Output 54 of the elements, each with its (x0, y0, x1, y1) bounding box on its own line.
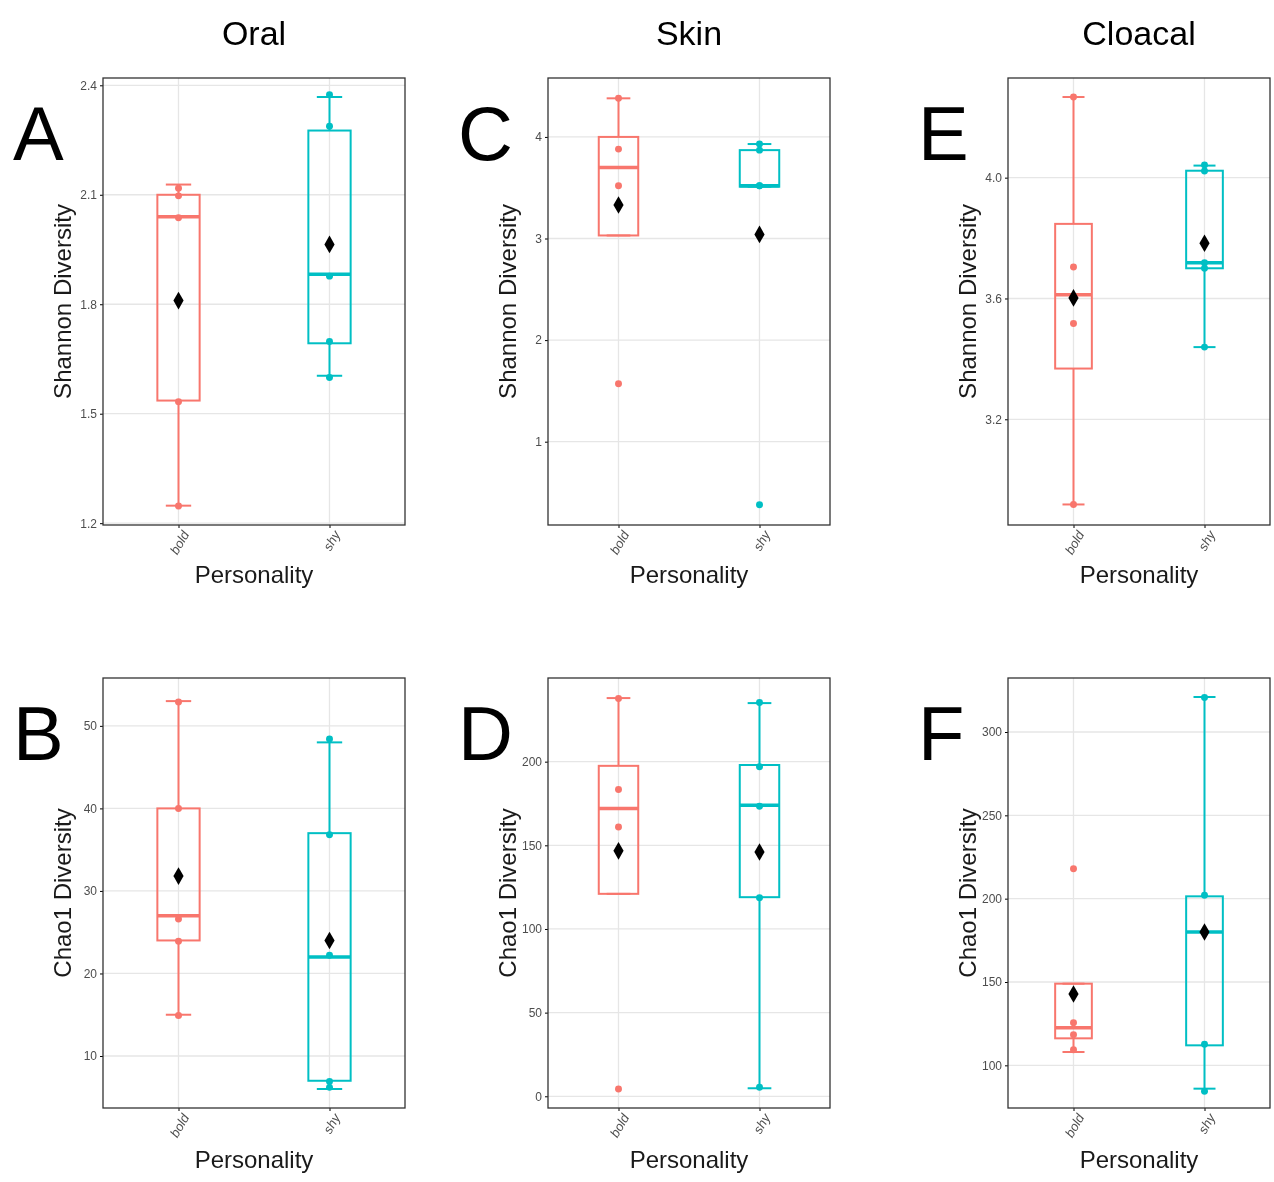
y-tick-label: 200 (521, 755, 543, 769)
y-tick-label: 100 (521, 922, 543, 937)
x-axis-title: Personality (1079, 561, 1199, 588)
y-tick-label: 10 (83, 1049, 98, 1064)
y-tick-label: 3.6 (985, 291, 1003, 306)
y-tick-label: 1 (535, 435, 543, 450)
y-axis-title: Shannon Diversity (954, 204, 981, 399)
y-tick-label: 100 (981, 1058, 1003, 1073)
y-axis-title: Chao1 Diversity (49, 808, 76, 978)
y-tick-label: 3 (535, 231, 543, 246)
x-tick-label: shy (750, 1109, 774, 1137)
y-tick-label: 30 (83, 884, 98, 899)
y-tick-label: 2 (535, 333, 543, 348)
x-axis-title: Personality (194, 1146, 314, 1173)
y-tick-label: 40 (83, 801, 98, 816)
y-tick-label: 50 (528, 1005, 543, 1020)
y-tick-label: 3.2 (985, 412, 1003, 427)
y-tick-label: 200 (981, 892, 1003, 907)
y-tick-label: 0 (535, 1089, 543, 1104)
x-axis-title: Personality (629, 561, 749, 588)
text: A (13, 91, 64, 176)
text: E (918, 91, 969, 176)
y-tick-label: 150 (981, 975, 1003, 990)
y-axis-title: Chao1 Diversity (494, 808, 521, 978)
y-tick-label: 4.0 (985, 171, 1003, 186)
text: F (918, 691, 965, 776)
y-tick-label: 1.8 (80, 297, 98, 312)
x-tick-label: shy (1195, 526, 1219, 554)
chart-title: Oral (221, 14, 287, 52)
x-tick-label: shy (320, 526, 344, 554)
x-axis-title: Personality (194, 561, 314, 588)
y-tick-label: 2.1 (80, 188, 98, 203)
chart-title: Cloacal (1082, 14, 1196, 52)
y-tick-label: 20 (83, 966, 98, 981)
y-tick-label: 4 (535, 130, 543, 145)
chart-title: Skin (655, 14, 723, 52)
y-tick-label: 300 (981, 725, 1003, 740)
text: B (13, 691, 64, 776)
text: D (458, 691, 513, 776)
y-axis-title: Shannon Diversity (494, 204, 521, 399)
y-axis-title: Chao1 Diversity (954, 808, 981, 978)
y-tick-label: 2.4 (80, 78, 98, 93)
y-tick-label: 1.5 (80, 407, 98, 422)
y-tick-label: 50 (83, 719, 98, 734)
text: C (458, 91, 513, 176)
x-axis-title: Personality (629, 1146, 749, 1173)
y-axis-title: Shannon Diversity (49, 204, 76, 399)
y-tick-label: 250 (981, 808, 1003, 823)
x-tick-label: shy (1195, 1109, 1219, 1137)
x-tick-label: shy (750, 526, 774, 554)
y-tick-label: 1.2 (80, 516, 98, 531)
x-axis-title: Personality (1079, 1146, 1199, 1173)
x-tick-label: shy (320, 1109, 344, 1137)
y-tick-label: 150 (521, 838, 543, 853)
